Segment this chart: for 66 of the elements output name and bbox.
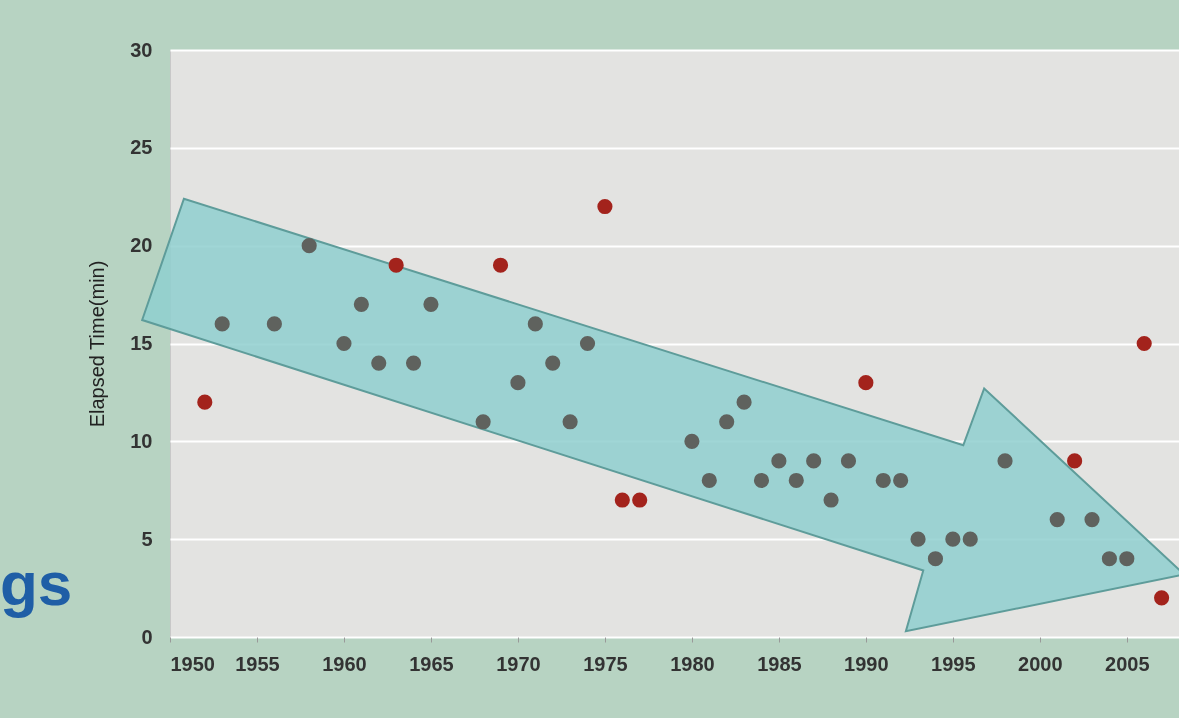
- point: [1136, 335, 1152, 352]
- point: [788, 472, 804, 489]
- point: [353, 296, 369, 312]
- point: [684, 433, 700, 449]
- x-tick-label: 1990: [844, 652, 889, 675]
- x-tick-label: 1975: [583, 652, 628, 675]
- point: [997, 453, 1013, 469]
- y-tick-label: 15: [130, 332, 153, 354]
- x-tick-label: 1985: [757, 652, 802, 675]
- point: [405, 355, 422, 371]
- point: [388, 257, 404, 273]
- point: [597, 198, 613, 215]
- point: [1067, 453, 1083, 469]
- point: [771, 453, 787, 469]
- point: [719, 414, 735, 430]
- x-tick-label: 1980: [670, 652, 715, 675]
- x-tick-label: 1995: [931, 652, 976, 675]
- point: [910, 531, 926, 547]
- y-tick-label: 5: [141, 527, 153, 550]
- x-tick-label: 2005: [1105, 652, 1150, 675]
- y-tick-label: 20: [130, 234, 153, 257]
- x-tick-label: 1960: [322, 652, 367, 675]
- point: [197, 394, 213, 410]
- point: [336, 335, 352, 352]
- point: [893, 472, 909, 489]
- point: [858, 375, 874, 391]
- y-tick-label: 30: [130, 38, 153, 61]
- point: [875, 472, 891, 489]
- point: [423, 296, 439, 312]
- point: [1119, 551, 1135, 567]
- point: [371, 355, 387, 371]
- point: [1101, 551, 1117, 567]
- y-tick-label: 25: [130, 136, 153, 159]
- point: [475, 414, 491, 430]
- point: [701, 472, 717, 489]
- point: [266, 316, 282, 332]
- text: gs: [0, 548, 73, 619]
- x-tick-label: 1950: [170, 652, 215, 675]
- point: [301, 238, 317, 254]
- x-tick-label: 1965: [409, 652, 454, 675]
- y-axis-title: Elapsed Time(min): [86, 260, 109, 428]
- point: [614, 492, 630, 508]
- point: [510, 375, 526, 391]
- y-tick-label: 0: [141, 625, 153, 648]
- point: [579, 335, 596, 352]
- point: [840, 453, 857, 469]
- point: [545, 355, 561, 371]
- point: [527, 316, 543, 332]
- point: [1084, 512, 1100, 528]
- y-tick-label: 10: [130, 429, 153, 452]
- point: [927, 551, 944, 567]
- point: [823, 492, 839, 508]
- point: [962, 531, 978, 547]
- point: [632, 492, 648, 508]
- x-tick-label: 2000: [1018, 652, 1063, 675]
- point: [214, 316, 230, 332]
- point: [753, 472, 770, 489]
- point: [562, 414, 578, 430]
- point: [945, 531, 961, 547]
- x-tick-label: 1970: [496, 652, 541, 675]
- point: [736, 394, 752, 410]
- point: [1049, 512, 1065, 528]
- point: [806, 453, 822, 469]
- point: [492, 257, 509, 273]
- point: [1154, 590, 1170, 606]
- x-tick-label: 1955: [235, 652, 280, 675]
